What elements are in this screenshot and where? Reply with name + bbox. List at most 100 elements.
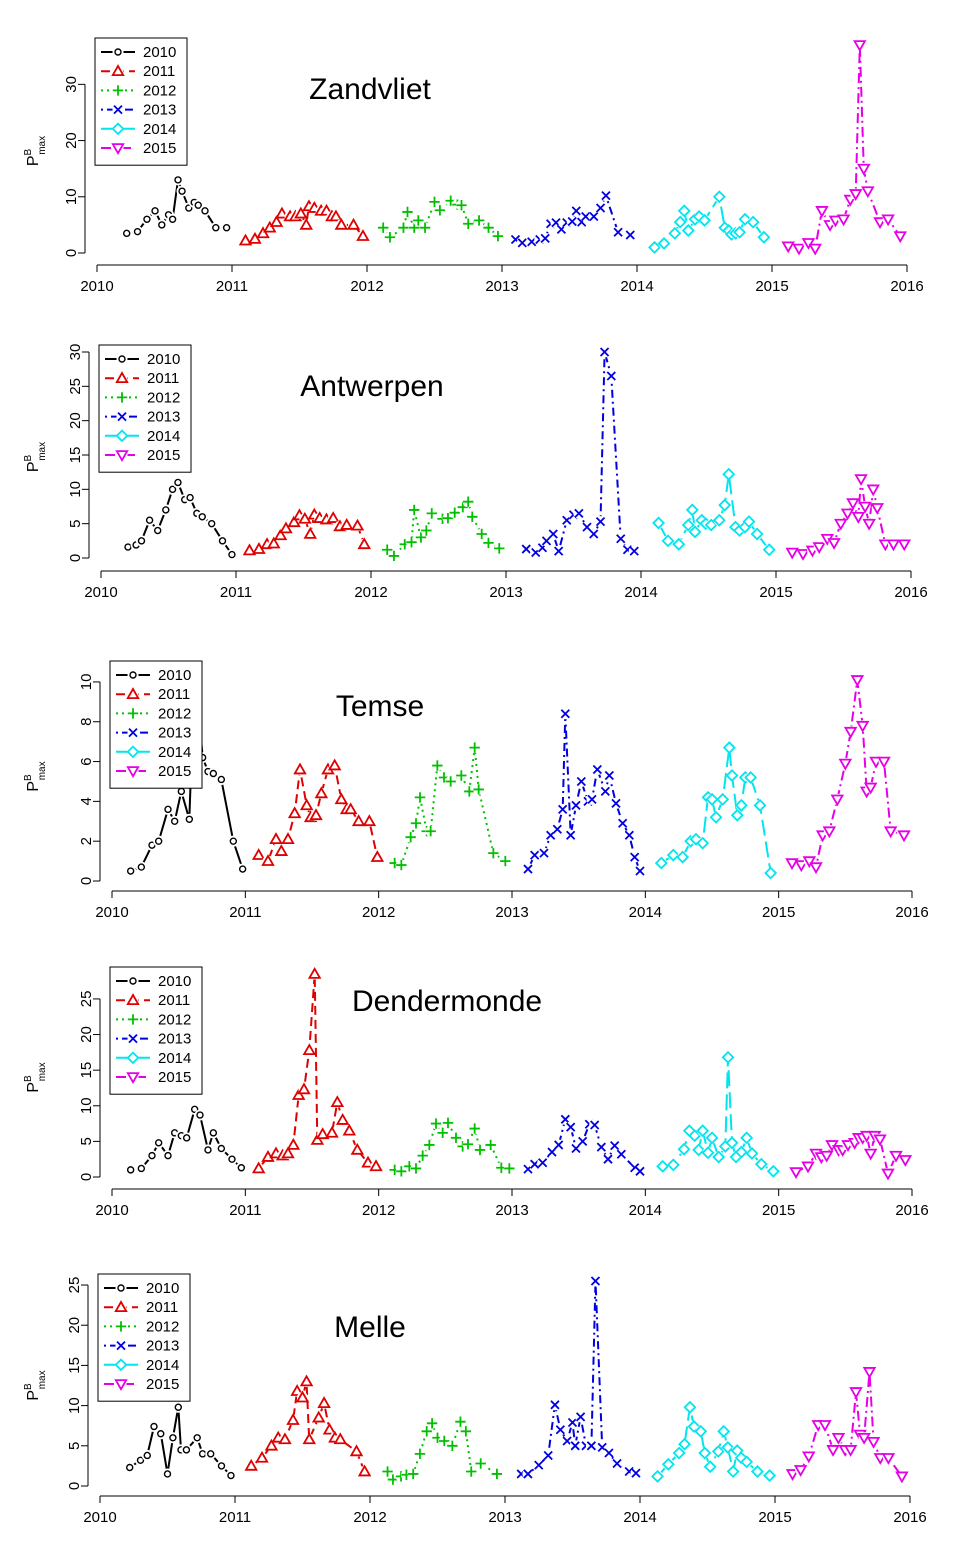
data-point-2010 (154, 1139, 163, 1147)
point-halo (183, 813, 195, 825)
data-point-2013 (589, 529, 599, 539)
point-halo (287, 1414, 299, 1426)
data-point-2015 (827, 538, 841, 550)
data-point-2010 (143, 1451, 151, 1460)
data-point-2012 (500, 855, 511, 867)
data-point-2013 (523, 864, 533, 874)
point-halo (842, 507, 854, 519)
data-point-2015 (809, 862, 823, 875)
data-point-2012 (460, 1426, 472, 1437)
legend-box (97, 1273, 191, 1402)
legend-marker-2013 (116, 1340, 126, 1351)
data-point-2012 (413, 215, 424, 226)
data-point-2015 (889, 1150, 903, 1163)
legend-label-2015: 2015 (143, 140, 176, 157)
data-point-2010 (174, 1403, 183, 1411)
y-label-sup: B (23, 454, 34, 461)
point-halo (275, 845, 287, 857)
point-halo (206, 518, 218, 530)
data-point-2012 (402, 206, 413, 218)
point-halo (162, 1150, 174, 1162)
point-halo (210, 222, 222, 234)
series-line-2012 (394, 747, 506, 867)
data-point-2010 (157, 1430, 165, 1438)
legend-marker-2012 (127, 708, 139, 719)
data-point-2012 (434, 205, 446, 216)
data-point-2015 (843, 194, 858, 207)
point-halo (144, 514, 156, 526)
legend-marker-2010 (129, 671, 137, 679)
data-point-2011 (326, 511, 340, 523)
data-point-2015 (846, 498, 860, 511)
chart-panel-temse: 2010 2011 2012 2013 2014 2015 2016 0 2 4 6 8 10 PB max… (23, 660, 929, 921)
legend-marker-2015 (111, 143, 125, 156)
data-point-2010 (164, 1151, 172, 1160)
data-point-2013 (587, 794, 597, 805)
data-point-2015 (863, 1148, 878, 1161)
data-point-2013 (629, 546, 639, 556)
data-point-2013 (630, 852, 640, 862)
x-tick-label: 2010 (95, 1202, 128, 1219)
point-halo (240, 235, 251, 247)
data-point-2013 (554, 546, 564, 556)
point-halo (652, 1470, 664, 1482)
data-point-2014 (740, 1131, 754, 1145)
y-label-sub: max (37, 761, 48, 780)
data-point-2015 (886, 539, 901, 552)
data-point-2015 (818, 1420, 832, 1432)
x-tick-label: 2013 (485, 278, 518, 295)
point-halo (821, 1150, 833, 1162)
point-halo (747, 216, 759, 228)
data-point-2010 (148, 1151, 156, 1160)
data-point-2011 (346, 217, 361, 230)
data-point-2015 (796, 549, 810, 561)
data-point-2013 (604, 770, 614, 781)
data-point-2012 (425, 826, 436, 837)
data-point-2013 (595, 203, 606, 213)
point-halo (790, 1166, 802, 1178)
data-point-2015 (808, 243, 822, 256)
data-point-2010 (137, 863, 146, 871)
data-point-2014 (672, 537, 686, 551)
point-halo (845, 1444, 857, 1456)
data-point-2012 (415, 532, 427, 543)
data-point-2015 (878, 539, 893, 552)
series-2013 (515, 1275, 642, 1480)
data-point-2011 (314, 786, 329, 799)
point-halo (827, 1444, 839, 1456)
data-point-2013 (604, 1448, 614, 1458)
legend-halo (127, 765, 139, 777)
chart-panel-melle: 2010 2011 2012 2013 2014 2015 2016 0 5 10 15 20 25 PB… (23, 1273, 927, 1526)
y-tick-label: 10 (66, 1397, 83, 1414)
point-halo (767, 1165, 779, 1177)
data-point-2011 (330, 1095, 345, 1108)
data-point-2013 (562, 1436, 572, 1446)
data-point-2011 (261, 854, 275, 866)
point-halo (697, 837, 709, 849)
data-point-2014 (730, 808, 744, 822)
x-tick-label: 2015 (758, 1509, 791, 1526)
point-halo (847, 497, 859, 509)
data-point-2010 (237, 1164, 246, 1172)
data-point-2015 (831, 1432, 846, 1445)
data-point-2011 (297, 1082, 311, 1095)
point-halo (199, 205, 211, 217)
data-point-2012 (421, 525, 432, 536)
point-halo (136, 535, 147, 547)
data-point-2013 (523, 1469, 533, 1479)
data-point-2011 (339, 518, 354, 530)
data-point-2013 (566, 830, 576, 840)
point-halo (215, 1143, 227, 1155)
point-halo (329, 760, 341, 772)
data-point-2012 (469, 742, 480, 753)
data-point-2014 (705, 792, 719, 806)
data-point-2014 (740, 1455, 754, 1469)
legend: 2010 2011 2012 2013 2014 2015 (109, 966, 203, 1095)
y-tick-label: 4 (78, 797, 95, 805)
data-point-2014 (721, 1440, 735, 1454)
point-halo (162, 803, 174, 815)
legend-label-2011: 2011 (147, 370, 179, 387)
chart-panel-dendermonde: 2010 2011 2012 2013 2014 2015 2016 0 5 10 15 20 25 PB… (23, 966, 929, 1219)
data-point-2015 (893, 231, 908, 244)
point-halo (363, 815, 375, 827)
